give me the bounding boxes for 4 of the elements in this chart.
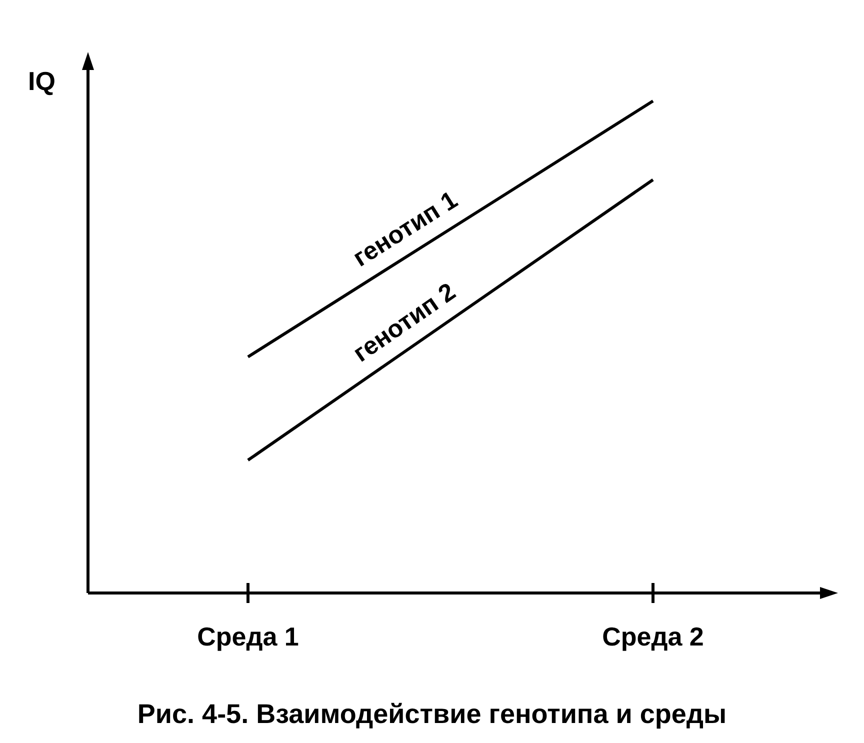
text: Рис. 4-5. Взаимодействие генотипа и среды <box>137 699 727 729</box>
x-tick-label: Среда 2 <box>602 621 704 652</box>
x-tick-label: Среда 1 <box>197 621 299 652</box>
y-axis-title: IQ <box>28 66 56 96</box>
